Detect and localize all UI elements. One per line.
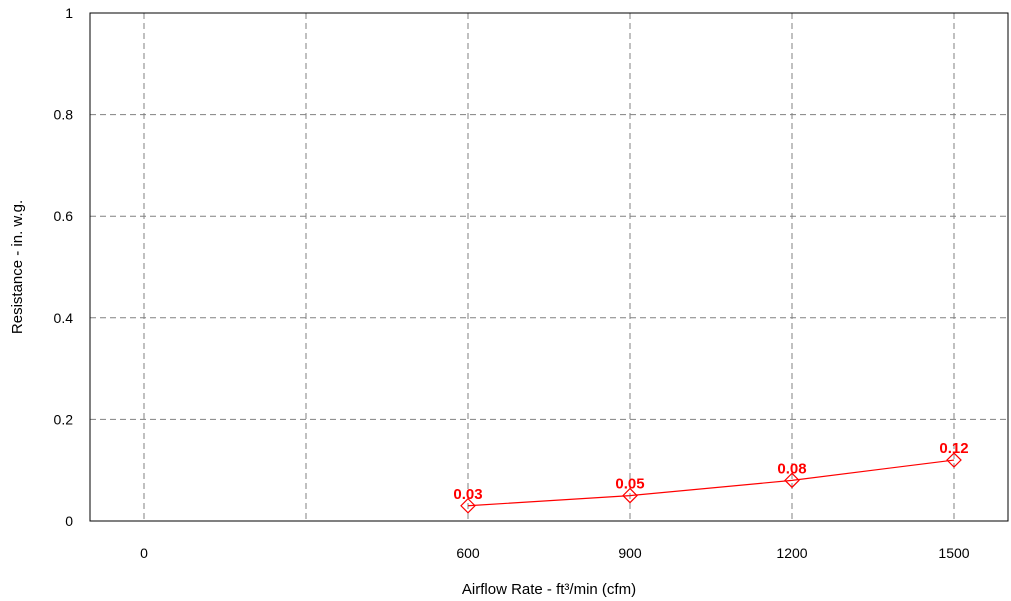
x-tick-label: 900 [618,545,642,561]
data-point-marker [460,497,476,514]
y-tick-label: 0.4 [54,310,74,326]
series-line [467,459,955,507]
series: 0.03 0.05 0.08 0.12 [453,440,969,514]
data-point-marker [622,487,638,504]
y-axis-ticks: 0 0.2 0.4 0.6 0.8 1 [54,5,74,529]
data-label: 0.08 [777,460,806,477]
data-point-marker [784,472,800,489]
data-label: 0.05 [615,476,644,493]
data-label: 0.12 [939,440,968,457]
y-tick-label: 0.8 [54,107,74,123]
data-point-marker [946,452,962,468]
x-tick-label: 0 [140,545,148,561]
x-tick-label: 1200 [776,545,807,561]
grid [90,13,1008,521]
x-axis-title: Airflow Rate - ft³/min (cfm) [462,581,636,598]
y-tick-label: 0.6 [54,208,74,224]
x-tick-label: 1500 [938,545,969,561]
y-tick-label: 0 [65,513,73,529]
x-axis-ticks: 0 600 900 1200 1500 [140,545,970,561]
y-tick-label: 0.2 [54,411,74,427]
y-tick-label: 1 [65,5,73,21]
x-tick-label: 600 [456,545,480,561]
y-axis-title: Resistance - in. w.g. [9,200,26,334]
plot-area-frame [89,12,1009,522]
data-label: 0.03 [453,486,482,503]
